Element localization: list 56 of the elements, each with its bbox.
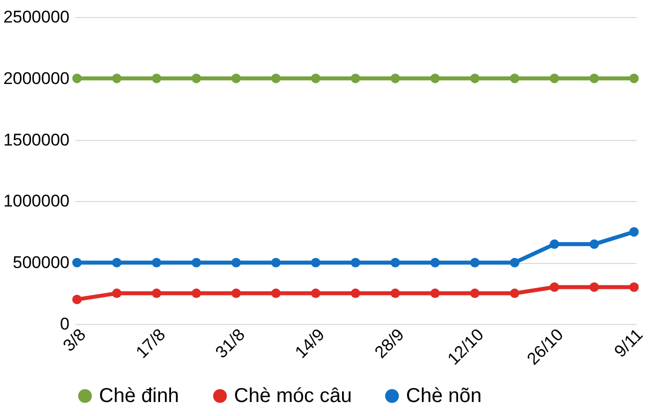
point	[510, 288, 520, 298]
point	[589, 239, 599, 249]
point	[589, 282, 599, 292]
point	[550, 282, 560, 292]
point	[470, 74, 480, 84]
point	[430, 288, 440, 298]
y-tick-label: 0	[60, 314, 70, 334]
point	[112, 288, 122, 298]
point	[510, 74, 520, 84]
y-tick-label: 2500000	[3, 8, 70, 26]
legend-label: Chè nõn	[406, 385, 482, 407]
point	[152, 288, 162, 298]
point	[310, 258, 320, 268]
point	[231, 258, 241, 268]
y-tick-label: 1500000	[3, 130, 70, 150]
point	[550, 239, 560, 249]
point	[192, 288, 202, 298]
point	[72, 258, 82, 268]
x-tick-label: 31/8	[212, 325, 249, 362]
legend-label: Chè móc câu	[234, 385, 352, 407]
point	[112, 74, 122, 84]
y-tick-label: 2000000	[3, 68, 70, 88]
point	[470, 288, 480, 298]
point	[350, 74, 360, 84]
point	[112, 258, 122, 268]
point	[310, 74, 320, 84]
point	[72, 294, 82, 304]
point	[430, 74, 440, 84]
point	[629, 282, 639, 292]
point	[231, 74, 241, 84]
point	[589, 74, 599, 84]
point	[510, 258, 520, 268]
point	[271, 74, 281, 84]
point	[152, 258, 162, 268]
point	[629, 227, 639, 237]
point	[390, 288, 400, 298]
legend-label: Chè đinh	[99, 385, 180, 407]
y-tick-label: 1000000	[3, 192, 70, 211]
y-tick-label: 500000	[12, 253, 70, 272]
point	[231, 288, 241, 298]
point	[350, 288, 360, 298]
point	[152, 74, 162, 84]
point	[430, 258, 440, 268]
point	[271, 288, 281, 298]
point	[310, 288, 320, 298]
point	[629, 74, 639, 84]
point	[192, 258, 202, 268]
point	[390, 258, 400, 268]
point	[390, 74, 400, 84]
point	[470, 258, 480, 268]
x-tick-label: 9/11	[610, 325, 647, 362]
point	[350, 258, 360, 268]
point	[192, 74, 202, 84]
point	[550, 74, 560, 84]
point	[72, 74, 82, 84]
point	[271, 258, 281, 268]
